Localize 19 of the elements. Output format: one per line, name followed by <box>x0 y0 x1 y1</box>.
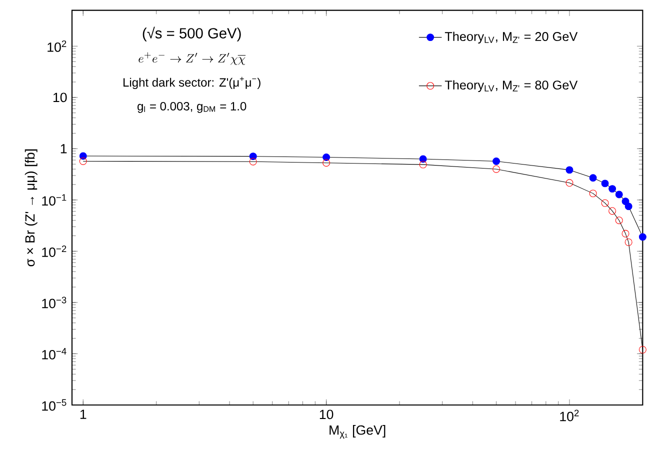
annotation: g$_{l}$ = 0.003, g$_{DM}$ = 1.0 <box>138 102 246 113</box>
legend-label: Theory$_{LV}$, M$_{Z'}$ = 20 GeV <box>444 32 578 44</box>
y-tick-label: 10$^{2}$ <box>48 40 66 52</box>
y-tick-label: 1 <box>60 144 67 154</box>
y-tick-label: 10 <box>53 92 67 102</box>
legend-label: Theory$_{LV}$, M$_{Z'}$ = 80 GeV <box>444 80 578 92</box>
x-tick-label: 10 <box>320 410 334 420</box>
x-axis-title: M$_{χ₁}$ [GeV] <box>330 425 386 439</box>
annotation: (√s = 500 GeV) <box>142 26 241 42</box>
y-tick-label: 10$^{−4}$ <box>42 348 66 360</box>
annotation: Light dark sector: Z'(μ$^{+}$μ$^{−}$) <box>124 76 260 90</box>
x-tick-label: 1 <box>80 410 86 419</box>
annotation: $e^+e^- \to Z' \to Z'\chi\overline{\chi}$ <box>138 52 246 65</box>
y-tick-label: 10$^{−2}$ <box>42 245 66 257</box>
y-axis-title: σ × Br (Z' → μμ) [fb] <box>24 149 38 266</box>
y-tick-label: 10$^{−1}$ <box>42 194 66 206</box>
y-tick-label: 10$^{−3}$ <box>42 296 66 308</box>
y-tick-label: 10$^{−5}$ <box>42 399 66 411</box>
x-tick-label: 10$^{2}$ <box>560 410 579 422</box>
